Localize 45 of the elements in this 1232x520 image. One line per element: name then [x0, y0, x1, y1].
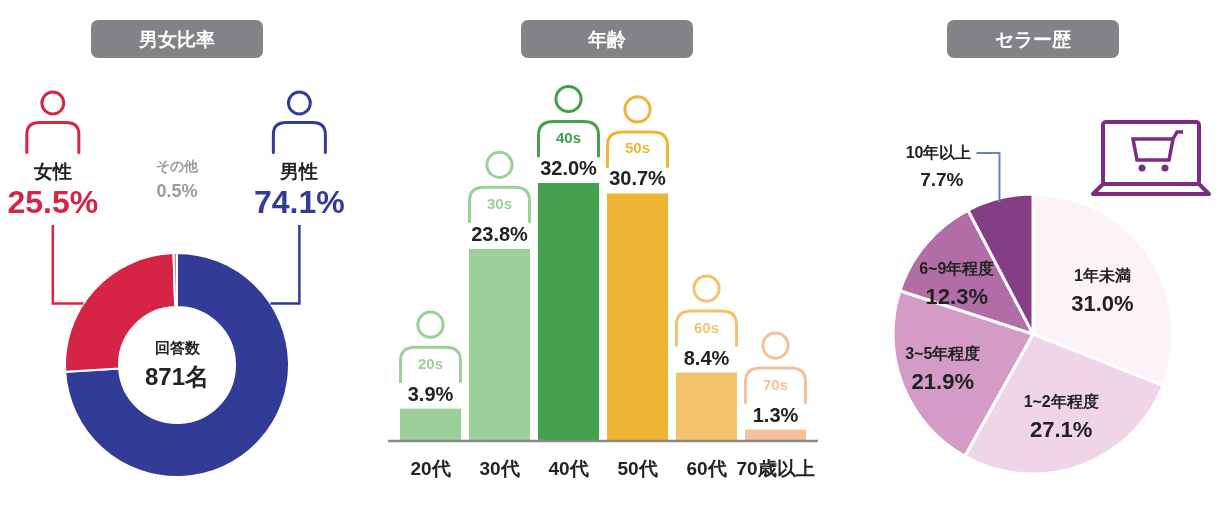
annotation: 50s — [624, 139, 651, 157]
bar — [538, 183, 599, 440]
data-label: 32.0% — [540, 157, 598, 179]
slice-label: 6~9年程度 — [919, 258, 995, 277]
data-label: 21.9% — [911, 368, 974, 394]
x-tick-label: 50代 — [617, 458, 658, 479]
slice-label: 10年以上 — [905, 144, 972, 162]
x-tick-label: 20代 — [410, 458, 451, 479]
data-label: 12.3% — [925, 283, 988, 309]
data-label: 23.8% — [471, 222, 529, 245]
data-label: 25.5% — [7, 184, 99, 220]
bar — [469, 248, 530, 440]
data-label: 1.3% — [752, 403, 799, 426]
annotation: 70s — [762, 375, 789, 393]
data-label: 30.7% — [609, 167, 667, 190]
slice-label: その他 — [156, 158, 199, 174]
annotation: 30s — [486, 194, 513, 212]
data-label: 3.9% — [407, 382, 454, 405]
data-label: 31.0% — [1071, 290, 1134, 316]
annotation: 60s — [693, 318, 720, 336]
data-label: 8.4% — [683, 346, 730, 369]
x-tick-label: 60代 — [686, 458, 727, 479]
chart-title: 年齢 — [587, 29, 627, 50]
bar — [745, 429, 806, 440]
data-label: 27.1% — [1030, 417, 1093, 443]
data-label: 74.1% — [254, 184, 345, 220]
text: 871名 — [144, 363, 210, 390]
x-tick-label: 70歳以上 — [736, 458, 815, 479]
chart-title: 男女比率 — [138, 29, 215, 50]
legend-label: 男性 — [279, 161, 319, 182]
data-label: 0.5% — [156, 181, 198, 201]
text: 回答数 — [154, 339, 201, 356]
x-tick-label: 30代 — [479, 458, 520, 479]
slice-label: 3~5年程度 — [905, 343, 981, 362]
chart-title: セラー歴 — [995, 29, 1071, 50]
x-tick-label: 40代 — [548, 458, 589, 479]
bar — [607, 193, 668, 440]
bar — [676, 372, 737, 440]
bar — [400, 408, 461, 440]
data-label: 7.7% — [920, 169, 964, 191]
slice-label: 1年未満 — [1074, 266, 1131, 284]
slice-label: 1~2年程度 — [1023, 392, 1099, 411]
annotation: 20s — [417, 354, 444, 372]
annotation: 40s — [555, 129, 582, 146]
legend-label: 女性 — [32, 161, 72, 182]
